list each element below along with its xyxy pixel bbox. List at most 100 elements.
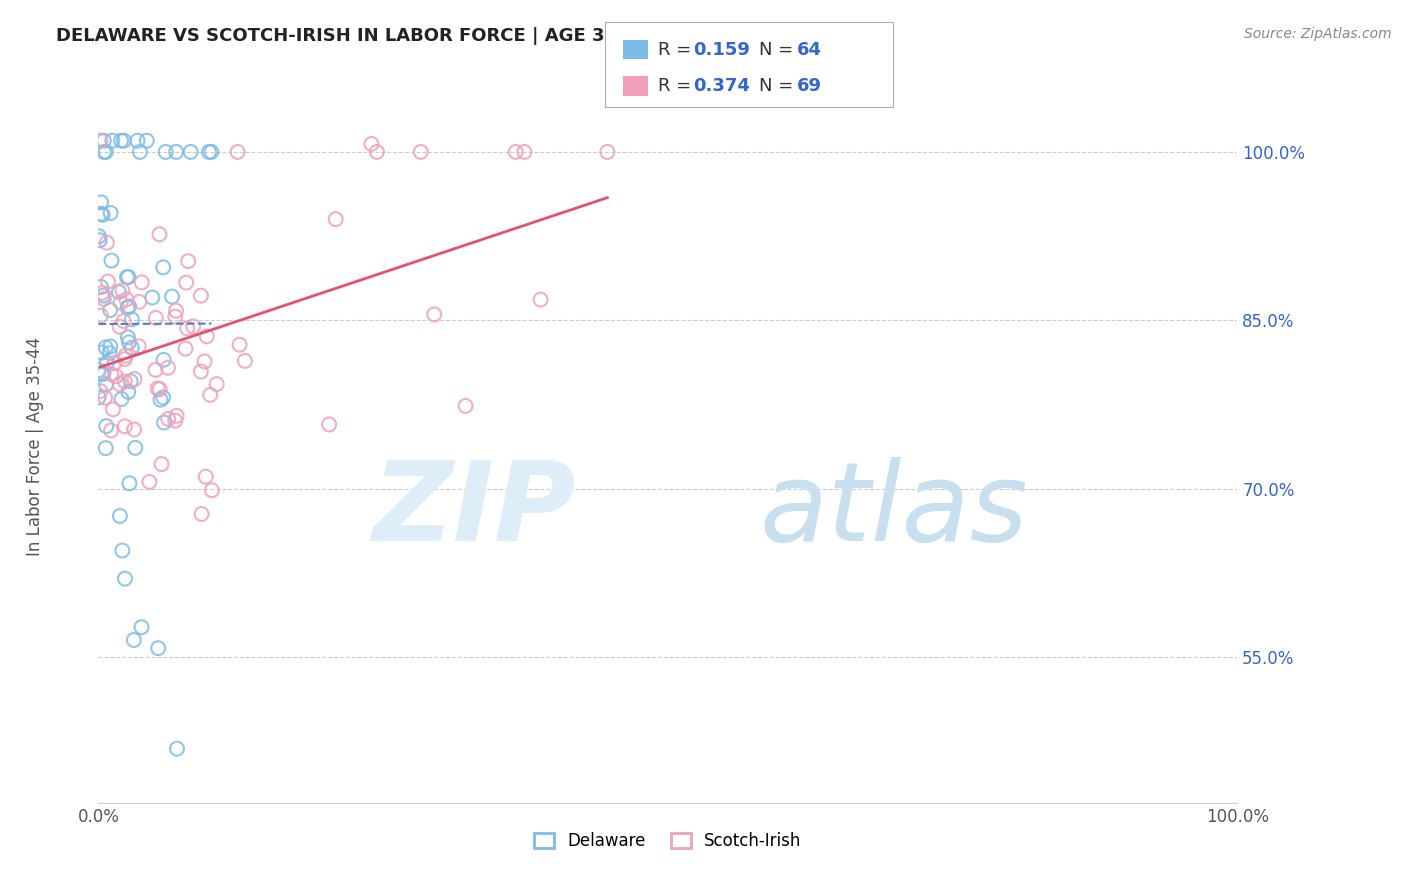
Text: R =: R = — [658, 77, 697, 95]
Point — [165, 145, 187, 159]
Point — [93, 367, 115, 381]
Point — [89, 384, 111, 398]
Point — [97, 275, 120, 289]
Text: R =: R = — [658, 40, 697, 59]
Point — [146, 382, 169, 396]
Point — [145, 363, 167, 377]
Point — [128, 339, 150, 353]
Text: In Labor Force | Age 35-44: In Labor Force | Age 35-44 — [27, 336, 44, 556]
Point — [122, 633, 145, 648]
Point — [98, 303, 121, 318]
Point — [93, 288, 115, 302]
Point — [156, 360, 179, 375]
Point — [90, 280, 112, 294]
Point — [128, 294, 150, 309]
Point — [100, 368, 122, 382]
Point — [233, 354, 256, 368]
Point — [423, 307, 446, 321]
Point — [127, 134, 149, 148]
Point — [149, 382, 172, 396]
Point — [155, 145, 177, 159]
Point — [94, 441, 117, 455]
Text: ZIP: ZIP — [373, 457, 576, 564]
Point — [150, 457, 173, 471]
Point — [152, 352, 174, 367]
Point — [118, 335, 141, 350]
Point — [201, 483, 224, 498]
Point — [177, 254, 200, 268]
Point — [89, 134, 111, 148]
Point — [121, 312, 143, 326]
Point — [505, 145, 527, 159]
Point — [108, 508, 131, 523]
Point — [108, 319, 131, 334]
Point — [195, 329, 218, 343]
Point — [157, 412, 180, 426]
Point — [454, 399, 477, 413]
Point — [148, 227, 170, 242]
Point — [98, 339, 121, 353]
Point — [114, 375, 136, 389]
Point — [108, 285, 131, 299]
Point — [200, 388, 222, 402]
Point — [100, 253, 122, 268]
Point — [115, 293, 138, 307]
Point — [101, 134, 124, 148]
Point — [138, 475, 160, 489]
Point — [124, 441, 146, 455]
Point — [165, 303, 187, 318]
Point — [194, 469, 217, 483]
Point — [91, 285, 114, 300]
Point — [94, 391, 117, 405]
Point — [112, 314, 135, 328]
Point — [90, 345, 112, 359]
Point — [180, 145, 202, 159]
Point — [96, 235, 118, 250]
Point — [176, 321, 198, 335]
Point — [94, 377, 117, 392]
Point — [174, 276, 197, 290]
Point — [112, 134, 135, 148]
Point — [152, 391, 174, 405]
Point — [153, 416, 176, 430]
Point — [146, 641, 169, 656]
Text: 69: 69 — [797, 77, 823, 95]
Point — [513, 145, 536, 159]
Point — [100, 206, 122, 220]
Point — [228, 337, 250, 351]
Point — [90, 309, 112, 323]
Point — [101, 402, 124, 417]
Text: 0.374: 0.374 — [693, 77, 749, 95]
Point — [105, 369, 128, 384]
Point — [114, 572, 136, 586]
Point — [122, 422, 145, 436]
Point — [174, 342, 197, 356]
Point — [110, 134, 132, 148]
Point — [149, 392, 172, 407]
Point — [87, 391, 110, 405]
Point — [98, 346, 121, 360]
Point — [108, 377, 131, 392]
Point — [409, 145, 432, 159]
Point — [93, 134, 115, 148]
Point — [366, 145, 388, 159]
Text: DELAWARE VS SCOTCH-IRISH IN LABOR FORCE | AGE 35-44 CORRELATION CHART: DELAWARE VS SCOTCH-IRISH IN LABOR FORCE … — [56, 27, 872, 45]
Point — [115, 270, 138, 285]
Point — [94, 145, 117, 159]
Point — [114, 419, 136, 434]
Point — [93, 145, 115, 159]
Text: N =: N = — [759, 77, 799, 95]
Point — [118, 476, 141, 491]
Point — [135, 134, 157, 148]
Point — [226, 145, 249, 159]
Point — [529, 293, 551, 307]
Point — [128, 145, 150, 159]
Point — [120, 374, 142, 388]
Point — [117, 301, 139, 315]
Point — [117, 330, 139, 344]
Point — [193, 354, 215, 368]
Point — [121, 341, 143, 355]
Point — [96, 419, 118, 434]
Point — [190, 365, 212, 379]
Point — [111, 543, 134, 558]
